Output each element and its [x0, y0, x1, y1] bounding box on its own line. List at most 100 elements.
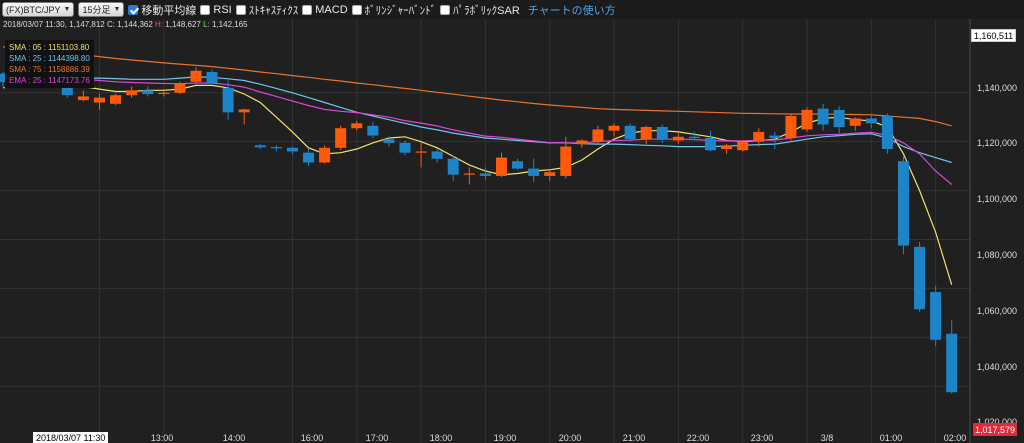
interval-select[interactable]: 15分足 ▼: [78, 2, 125, 17]
checkbox-stochastics[interactable]: [235, 4, 246, 15]
toggle-macd[interactable]: MACD: [302, 4, 348, 16]
toggle-rsi[interactable]: RSI: [200, 3, 232, 16]
time-axis-label: 16:00: [300, 433, 324, 443]
candle-body: [431, 151, 443, 159]
price-axis-label: 1,020,000: [977, 417, 1018, 427]
candle-body: [576, 140, 588, 145]
candle-body: [512, 161, 524, 169]
toggle-bollinger[interactable]: ﾎﾞﾘﾝｼﾞｬｰﾊﾞﾝﾄﾞ: [351, 2, 436, 18]
legend-entry-sma25: SMA : 25 : 1144398.80: [9, 54, 90, 63]
candle-body: [592, 129, 604, 142]
time-axis-label: 17:00: [365, 433, 389, 443]
indicator-legend: SMA : 05 : 1151103.80 SMA : 25 : 1144398…: [5, 40, 94, 88]
candle-body: [110, 95, 122, 104]
candle-body: [817, 108, 829, 125]
checkbox-moving-average[interactable]: [128, 4, 139, 15]
candle-body: [303, 152, 315, 163]
candle-body: [753, 131, 765, 142]
candle-body: [495, 157, 507, 176]
candle-body: [351, 123, 363, 129]
candle-body: [737, 141, 749, 151]
price-chart[interactable]: [0, 19, 1024, 443]
moving-average-lines: [2, 46, 953, 285]
rsi-label: RSI: [213, 3, 232, 16]
time-axis-label: 23:00: [750, 433, 774, 443]
toggle-parabolic-sar[interactable]: ﾊﾟﾗﾎﾞﾘｯｸSAR: [440, 2, 520, 18]
toggle-stochastics[interactable]: ｽﾄｷｬｽﾃｨｸｽ: [235, 2, 299, 18]
last-price-marker: 1,017,579: [973, 423, 1017, 436]
candle-body: [93, 97, 105, 103]
candle-body: [399, 142, 411, 153]
series-line: [2, 46, 952, 127]
candle-body: [721, 145, 733, 150]
price-axis-label: 1,120,000: [977, 138, 1018, 148]
time-axis-label: 22:00: [686, 433, 710, 443]
moving-average-label: 移動平均線: [141, 4, 197, 17]
info-high-value: 1,148,627: [165, 20, 201, 29]
candle-body: [930, 292, 942, 340]
time-axis-label: 3/8: [820, 433, 834, 443]
candle-body: [0, 73, 9, 83]
candle-body: [897, 161, 909, 246]
candle-body: [222, 87, 234, 113]
time-axis-label: 20:00: [558, 433, 582, 443]
candle-body: [705, 138, 717, 151]
candle-body: [865, 118, 877, 124]
candle-body: [254, 145, 266, 148]
chart-grid: [0, 19, 970, 443]
parabolic-sar-label: ﾊﾟﾗﾎﾞﾘｯｸSAR: [453, 4, 520, 17]
candle-body: [447, 158, 459, 175]
checkbox-parabolic-sar[interactable]: [440, 4, 451, 15]
legend-entry-value: 1158886.39: [48, 65, 90, 74]
time-axis-label: 18:00: [429, 433, 453, 443]
candle-body: [544, 172, 556, 176]
chevron-down-icon: ▼: [63, 6, 71, 13]
candle-body: [463, 173, 475, 175]
legend-entry-sma75: SMA : 75 : 1158886.39: [9, 65, 90, 74]
candle-body: [126, 90, 138, 96]
legend-entry-name: EMA : 25: [9, 76, 42, 85]
candle-body: [206, 71, 218, 83]
time-axis-label: 02:00: [943, 433, 967, 443]
info-close-value: 1,144,362: [117, 20, 153, 29]
candle-body: [367, 125, 379, 136]
time-axis-label: 21:00: [622, 433, 646, 443]
series-line: [2, 73, 953, 285]
checkbox-rsi[interactable]: [200, 4, 211, 15]
candle-body: [158, 92, 170, 94]
candle-body: [833, 109, 845, 127]
candle-body: [640, 127, 652, 140]
ohlc-info-bar: 2018/03/07 11:30, 1,147,812 C: 1,144,362…: [3, 20, 248, 29]
candle-body: [335, 128, 347, 148]
candle-body: [672, 136, 684, 141]
candle-body: [286, 147, 298, 152]
crosshair-price-marker: 1,160,511: [971, 29, 1016, 42]
stochastics-label: ｽﾄｷｬｽﾃｨｸｽ: [248, 4, 299, 17]
time-axis-label: 19:00: [493, 433, 517, 443]
candle-body: [190, 70, 202, 82]
series-line: [2, 76, 952, 164]
candle-body: [270, 147, 282, 149]
symbol-select-value: (FX)BTC/JPY: [6, 4, 61, 15]
info-datetime: 2018/03/07 11:30: [3, 20, 65, 29]
checkbox-bollinger[interactable]: [351, 4, 362, 15]
toggle-moving-average[interactable]: 移動平均線: [128, 2, 196, 18]
chart-help-link[interactable]: チャートの使い方: [527, 4, 616, 17]
candle-body: [238, 109, 250, 113]
candle-body: [560, 146, 572, 176]
symbol-select[interactable]: (FX)BTC/JPY ▼: [2, 2, 75, 17]
candle-body: [849, 118, 861, 126]
candle-body: [142, 90, 154, 94]
candle-body: [785, 115, 797, 139]
price-axis-label: 1,040,000: [977, 362, 1018, 372]
price-axis-label: 1,080,000: [977, 250, 1018, 260]
info-first-value: 1,147,812: [69, 20, 105, 29]
checkbox-macd[interactable]: [302, 4, 313, 15]
candle-body: [801, 109, 813, 130]
interval-select-value: 15分足: [82, 5, 111, 15]
time-axis-label: 01:00: [879, 433, 903, 443]
info-low-label: L:: [203, 20, 210, 29]
candle-body: [528, 168, 540, 176]
chart-toolbar: (FX)BTC/JPY ▼ 15分足 ▼ 移動平均線 RSI ｽﾄｷｬｽﾃｨｸｽ…: [0, 0, 1024, 19]
crosshair-time-marker: 2018/03/07 11:30: [33, 432, 109, 443]
